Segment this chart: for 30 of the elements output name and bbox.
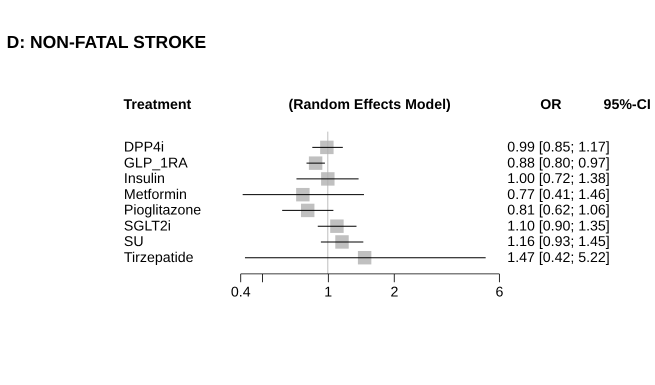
- y-tick-label: SGLT2i: [124, 218, 171, 234]
- data-label: 1.00 [0.72; 1.38]: [507, 171, 610, 188]
- x-tick-label: 6: [495, 284, 504, 300]
- y-tick-label: Insulin: [124, 171, 165, 188]
- point: [335, 235, 349, 249]
- data-label: 1.16 [0.93; 1.45]: [507, 234, 610, 250]
- chart-title: D: NON-FATAL STROKE: [6, 32, 206, 52]
- text: (Random Effects Model): [288, 97, 452, 114]
- x-tick-label: 2: [390, 284, 399, 300]
- point: [296, 188, 310, 202]
- data-label: 0.99 [0.85; 1.17]: [507, 140, 610, 156]
- y-tick-label: DPP4i: [124, 140, 164, 156]
- text: 95%-CI: [604, 97, 651, 114]
- point: [308, 156, 322, 170]
- text: Treatment: [123, 97, 192, 114]
- y-tick-label: Tirzepatide: [124, 250, 194, 266]
- data-label: 0.81 [0.62; 1.06]: [507, 202, 610, 219]
- y-tick-label: SU: [124, 234, 144, 250]
- data-label: 1.47 [0.42; 5.22]: [507, 250, 610, 266]
- data-label: 1.10 [0.90; 1.35]: [507, 218, 610, 234]
- x-tick-label: 0.4: [230, 284, 251, 300]
- data-label: 0.77 [0.41; 1.46]: [507, 186, 610, 203]
- x-tick-label: 1: [324, 284, 332, 300]
- y-tick-label: Metformin: [124, 186, 187, 203]
- point: [300, 204, 314, 218]
- y-tick-label: Pioglitazone: [124, 202, 202, 219]
- point: [330, 219, 344, 233]
- data-label: 0.88 [0.80; 0.97]: [507, 155, 610, 172]
- text: OR: [540, 97, 562, 114]
- y-tick-label: GLP_1RA: [124, 155, 188, 172]
